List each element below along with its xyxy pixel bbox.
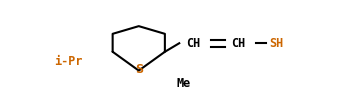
Text: CH: CH xyxy=(186,37,200,50)
Text: Me: Me xyxy=(176,77,190,90)
Text: S: S xyxy=(135,63,143,76)
Text: CH: CH xyxy=(232,37,246,50)
Text: SH: SH xyxy=(269,37,283,50)
Text: i-Pr: i-Pr xyxy=(54,55,83,68)
